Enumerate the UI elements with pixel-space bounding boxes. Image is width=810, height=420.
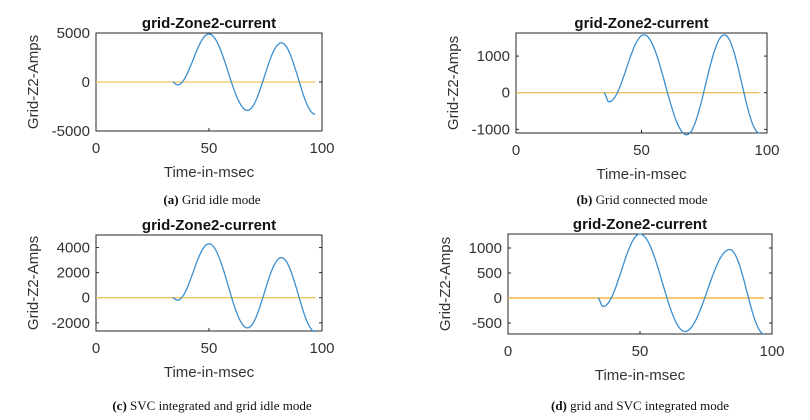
x-axis-label: Time-in-msec <box>164 164 255 181</box>
y-tick-label: 1000 <box>469 240 502 257</box>
caption-a: (a) Grid idle mode <box>163 192 261 207</box>
y-tick-label: 500 <box>477 265 502 282</box>
chart-title: grid-Zone2-current <box>142 15 276 32</box>
y-tick-label: 0 <box>82 290 90 307</box>
caption-c: (c) SVC integrated and grid idle mode <box>112 398 312 413</box>
chart-title: grid-Zone2-current <box>142 217 276 234</box>
series-line-current <box>603 34 760 136</box>
y-tick-label: 2000 <box>57 265 90 282</box>
series-line-current <box>597 233 765 335</box>
chart-title: grid-Zone2-current <box>573 216 707 233</box>
y-tick-label: 0 <box>502 85 510 102</box>
y-axis-label: Grid-Z2-Amps <box>25 236 42 330</box>
y-axis-label: Grid-Z2-Amps <box>437 237 454 331</box>
x-tick-label: 0 <box>92 340 100 357</box>
chart-title: grid-Zone2-current <box>574 15 708 32</box>
x-tick-label: 100 <box>309 140 334 157</box>
x-axis-label: Time-in-msec <box>596 166 687 183</box>
x-tick-label: 50 <box>201 140 218 157</box>
y-tick-label: 5000 <box>57 25 90 42</box>
y-tick-label: 4000 <box>57 240 90 257</box>
x-tick-label: 0 <box>512 142 520 159</box>
x-tick-label: 0 <box>504 343 512 360</box>
series-line-current <box>172 243 316 333</box>
axes-box <box>507 233 773 335</box>
caption-d: (d) grid and SVC integrated mode <box>551 398 729 413</box>
x-tick-label: 50 <box>632 343 649 360</box>
axes-box <box>515 32 768 134</box>
x-tick-label: 100 <box>759 343 784 360</box>
x-tick-label: 50 <box>201 340 218 357</box>
x-tick-label: 0 <box>92 140 100 157</box>
y-tick-label: 1000 <box>477 48 510 65</box>
x-tick-label: 100 <box>309 340 334 357</box>
y-tick-label: 0 <box>82 74 90 91</box>
caption-b: (b) Grid connected mode <box>576 192 708 207</box>
x-tick-label: 50 <box>633 142 650 159</box>
y-axis-label: Grid-Z2-Amps <box>25 35 42 129</box>
y-tick-label: -2000 <box>52 315 90 332</box>
y-axis-label: Grid-Z2-Amps <box>445 36 462 130</box>
y-tick-label: -500 <box>472 315 502 332</box>
y-tick-label: 0 <box>494 290 502 307</box>
axes-box <box>95 234 323 332</box>
x-tick-label: 100 <box>754 142 779 159</box>
x-axis-label: Time-in-msec <box>164 364 255 381</box>
x-axis-label: Time-in-msec <box>595 367 686 384</box>
y-tick-label: -5000 <box>52 123 90 140</box>
y-tick-label: -1000 <box>472 121 510 138</box>
series-line-current <box>172 33 316 115</box>
